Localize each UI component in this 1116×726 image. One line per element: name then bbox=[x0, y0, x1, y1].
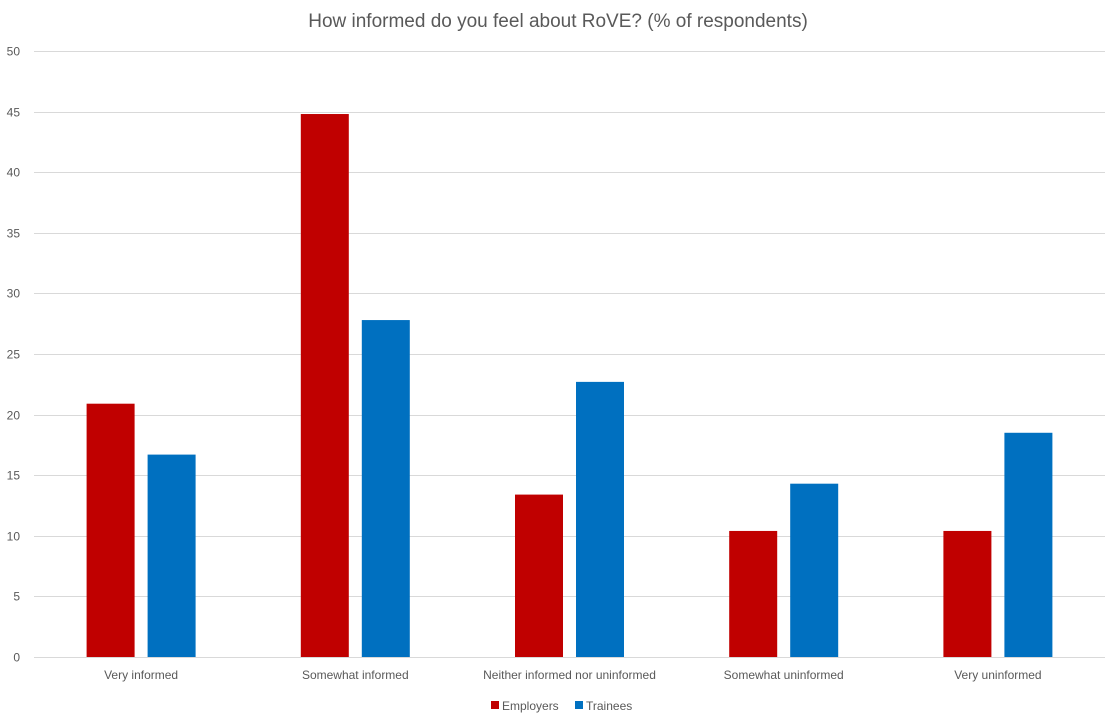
bar-trainees-neither-informed-nor-uninformed bbox=[576, 381, 624, 657]
bar-employers-somewhat-informed bbox=[300, 114, 349, 658]
bar-employers-neither-informed-nor-uninformed bbox=[515, 494, 563, 657]
bar-trainees-somewhat-informed bbox=[361, 320, 410, 657]
y-tick-label: 20 bbox=[7, 409, 21, 423]
y-tick-label: 30 bbox=[7, 287, 21, 301]
bar-employers-somewhat-uninformed bbox=[729, 530, 778, 657]
y-tick-label: 40 bbox=[7, 166, 21, 180]
legend-item-employers: Employers bbox=[491, 699, 559, 713]
y-tick-label: 50 bbox=[7, 45, 21, 59]
bar-employers-very-informed bbox=[86, 403, 135, 657]
x-tick-label: Somewhat uninformed bbox=[724, 668, 844, 682]
x-tick-label: Somewhat informed bbox=[302, 668, 409, 682]
y-tick-label: 45 bbox=[7, 106, 21, 120]
y-tick-label: 5 bbox=[13, 590, 20, 604]
x-tick-label: Very informed bbox=[104, 668, 178, 682]
bars bbox=[86, 114, 1053, 658]
legend-item-trainees: Trainees bbox=[575, 699, 632, 713]
y-tick-label: 15 bbox=[7, 469, 21, 483]
bar-trainees-very-uninformed bbox=[1004, 432, 1053, 657]
bar-trainees-somewhat-uninformed bbox=[790, 483, 839, 657]
legend-label: Employers bbox=[502, 699, 559, 713]
gridlines bbox=[34, 51, 1105, 597]
x-tick-label: Very uninformed bbox=[954, 668, 1041, 682]
bar-trainees-very-informed bbox=[147, 454, 196, 657]
y-tick-label: 35 bbox=[7, 227, 21, 241]
legend: Employers Trainees bbox=[491, 699, 632, 713]
x-tick-label: Neither informed nor uninformed bbox=[483, 668, 656, 682]
x-axis-tick-labels: Very informed Somewhat informed Neither in… bbox=[104, 668, 1042, 682]
legend-label: Trainees bbox=[586, 699, 632, 713]
y-tick-label: 10 bbox=[7, 530, 21, 544]
y-tick-label: 0 bbox=[13, 651, 20, 665]
chart-title: How informed do you feel about RoVE? (% … bbox=[308, 11, 808, 32]
y-tick-label: 25 bbox=[7, 348, 21, 362]
y-axis-tick-labels: 0 5 10 15 20 25 30 35 40 45 50 bbox=[7, 45, 21, 665]
bar-employers-very-uninformed bbox=[943, 530, 992, 657]
legend-swatch bbox=[575, 701, 583, 709]
legend-swatch bbox=[491, 701, 499, 709]
